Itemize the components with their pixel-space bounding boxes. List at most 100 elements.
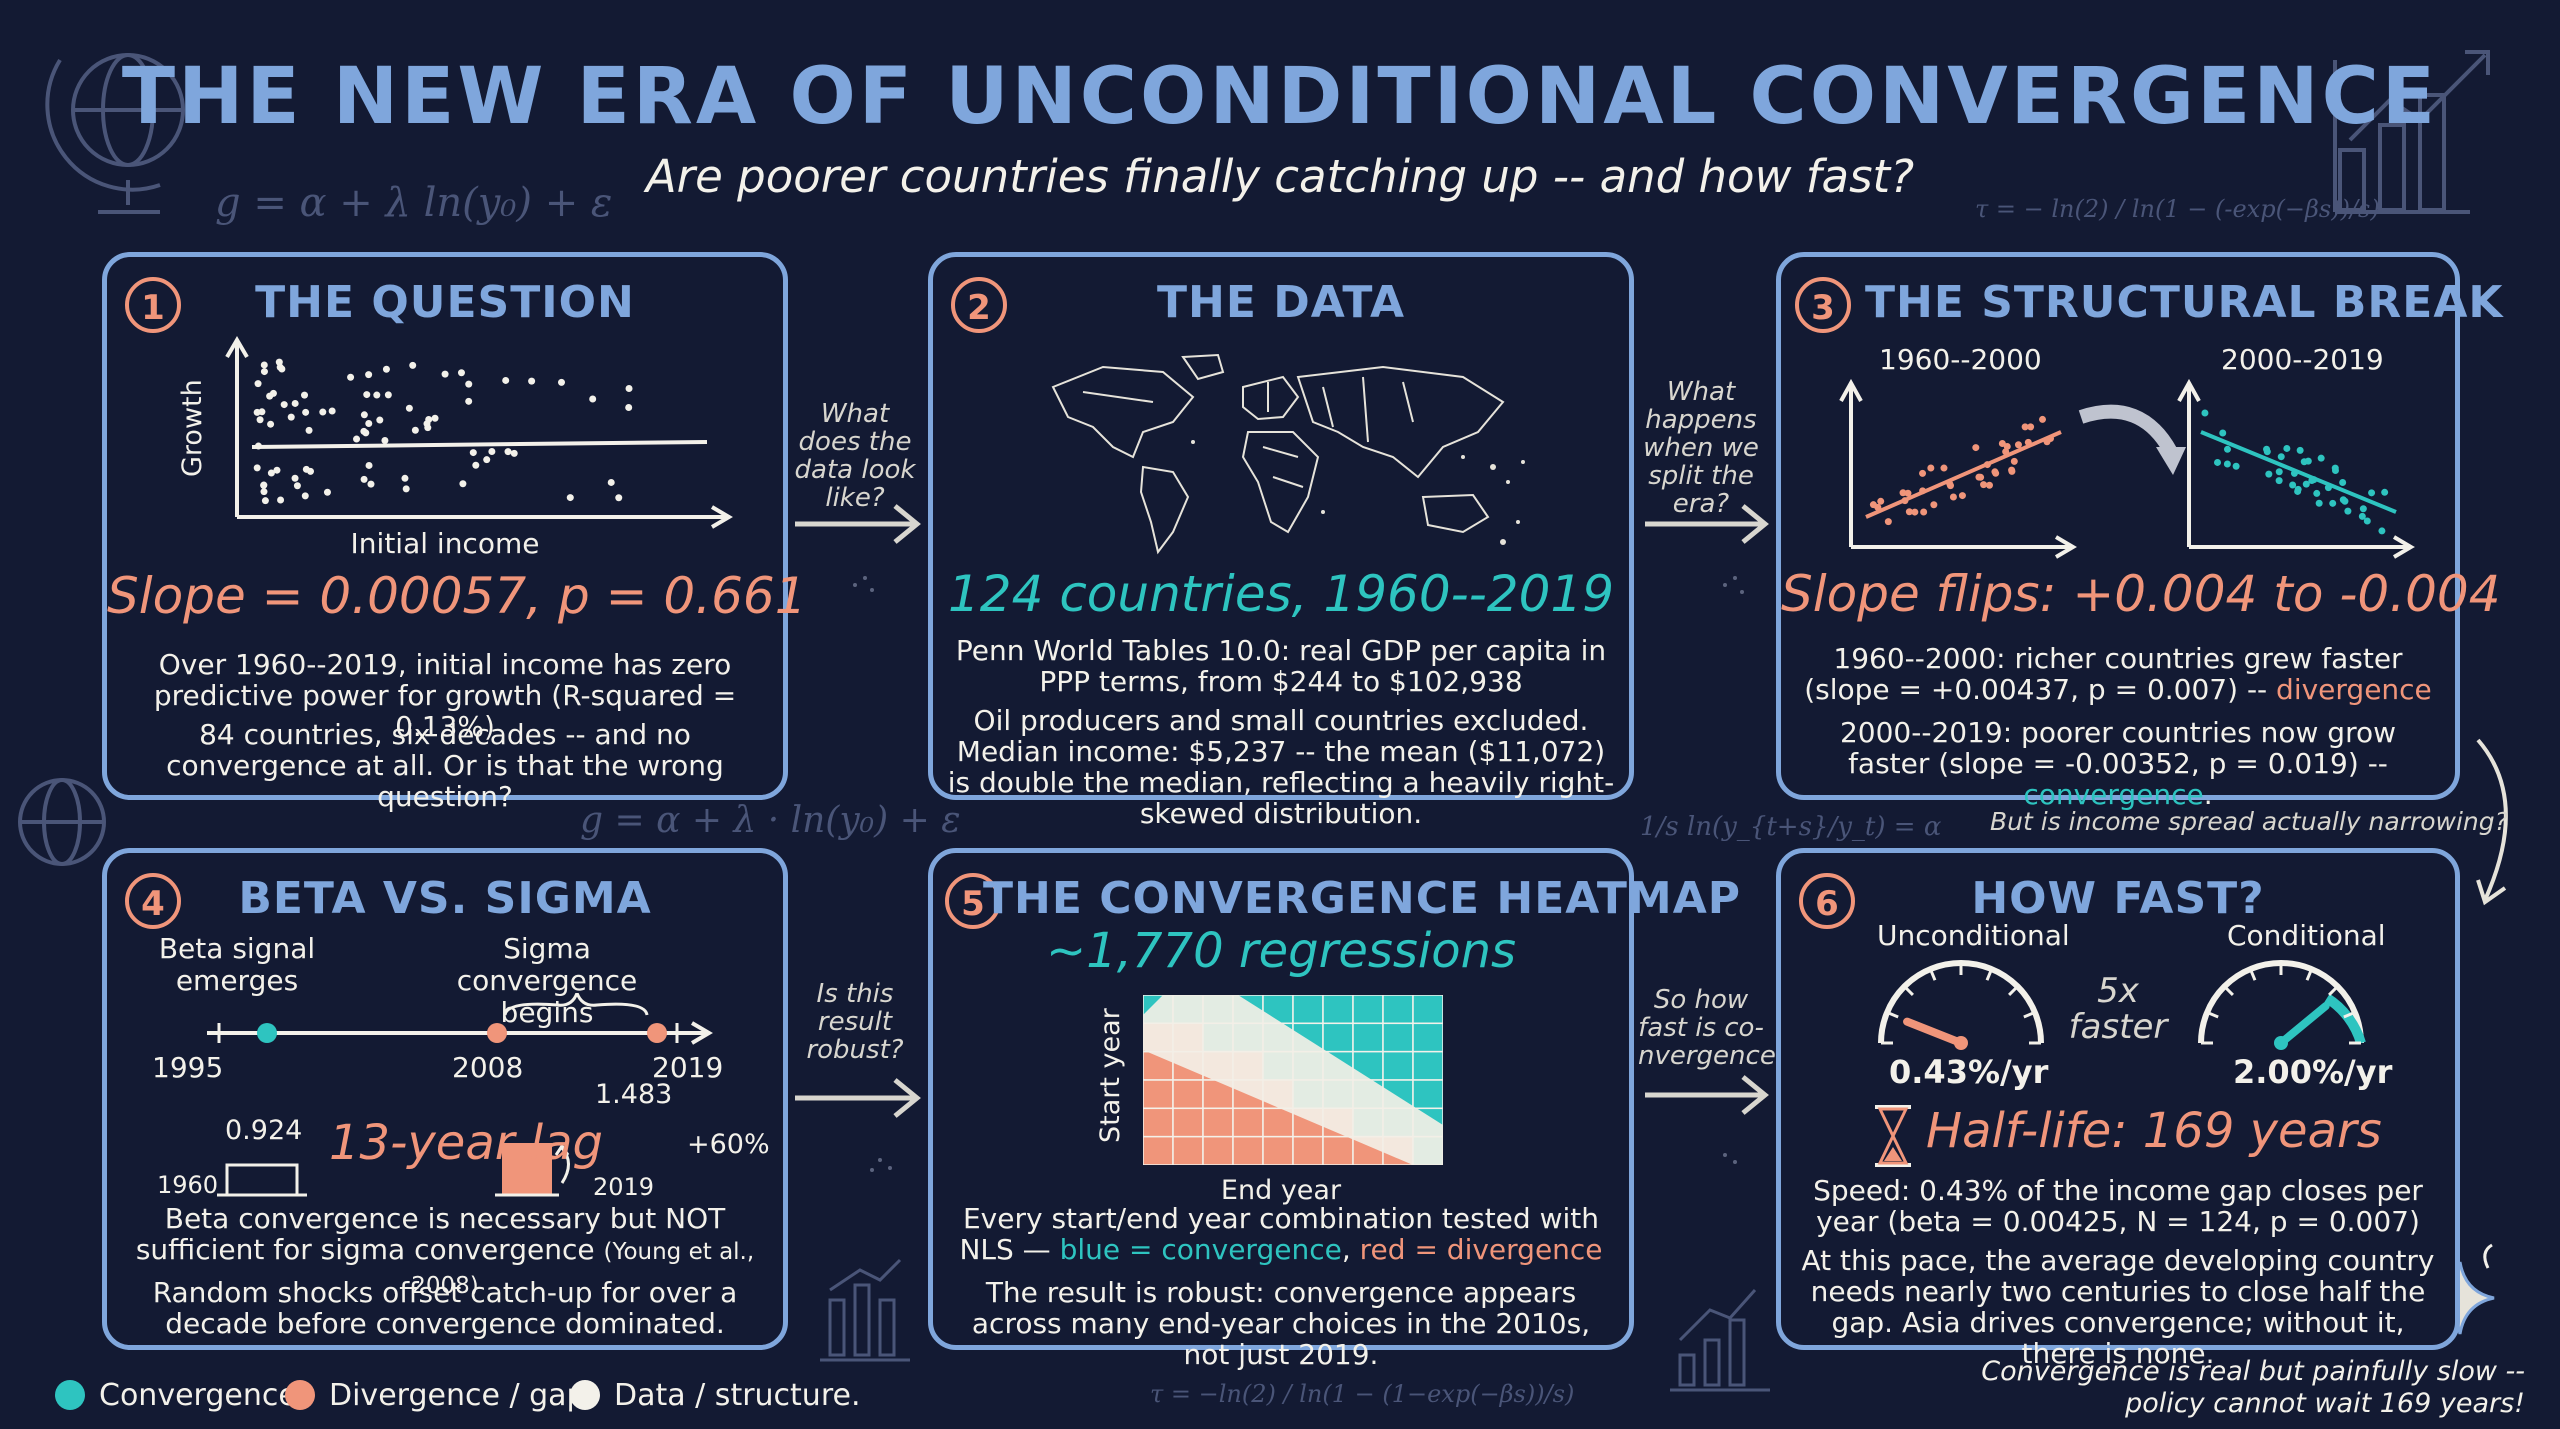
- scatter-point: [607, 478, 615, 486]
- conditional-rate: 2.00%/yr: [2233, 1053, 2393, 1091]
- heatmap-cell: [1143, 1135, 1174, 1165]
- heatmap-cell: [1352, 995, 1384, 1025]
- multiplier: 5x faster: [2068, 971, 2168, 1047]
- heatmap-cell: [1352, 1022, 1384, 1053]
- heatmap-cell: [1412, 995, 1443, 1025]
- scatter-point: [1884, 518, 1892, 526]
- scatter-point: [2315, 499, 2323, 507]
- scatter-point: [261, 497, 269, 505]
- headline: ~1,770 regressions: [1045, 923, 1517, 979]
- scatter-point: [1940, 464, 1948, 472]
- scatter-point: [2341, 497, 2349, 505]
- divergence-word: divergence: [2276, 673, 2432, 706]
- scatter-point: [267, 420, 275, 428]
- transition-question-5: So how fast is co-nvergence?: [1638, 985, 1790, 1071]
- scatter-point: [424, 424, 432, 432]
- data-swatch: [570, 1380, 600, 1410]
- scatter-point: [1991, 468, 1999, 476]
- scatter-point: [1980, 481, 1988, 489]
- scatter-point: [360, 475, 368, 483]
- bar-chart-doodle: [820, 1258, 910, 1362]
- scatter-point: [504, 448, 512, 456]
- scatter-point: [1901, 497, 1909, 505]
- scatter-point: [625, 384, 633, 392]
- scatter-point: [2232, 462, 2240, 470]
- arrow-icon: [795, 504, 1769, 1118]
- description-2: Oil producers and small countries exclud…: [947, 704, 1615, 830]
- scatter-point: [319, 408, 327, 416]
- scatter-point: [2331, 467, 2339, 475]
- scatter-point: [2010, 457, 2018, 465]
- scatter-point: [1998, 439, 2006, 447]
- bar-1960-value: 0.924: [225, 1115, 303, 1146]
- scatter-point: [353, 435, 361, 443]
- scatter-point: [2021, 423, 2029, 431]
- legend-label: Convergence: [99, 1378, 297, 1413]
- legend-divergence: Divergence / gap: [285, 1378, 586, 1413]
- panel-number: 3: [1795, 277, 1851, 333]
- scatter-point: [510, 449, 518, 457]
- panel-number: 4: [125, 873, 181, 929]
- panel-title: THE QUESTION: [255, 277, 635, 328]
- x-axis-label: End year: [1220, 1175, 1342, 1206]
- scatter-point: [365, 461, 373, 469]
- heatmap-cell: [1262, 1107, 1294, 1138]
- formula-mid-right: 1/s ln(y_{t+s}/y_t) = α: [1640, 812, 1942, 842]
- heatmap-cell: [1322, 995, 1354, 1025]
- scatter-point: [260, 481, 268, 489]
- scatter-point: [301, 492, 309, 500]
- scatter-point: [373, 391, 381, 399]
- scatter-point: [557, 378, 565, 386]
- headline: Slope flips: +0.004 to -0.004: [1781, 565, 2501, 623]
- scatter-point: [469, 449, 477, 457]
- transition-question-2: What happens when we split the era?: [1643, 377, 1759, 519]
- scatter-point: [488, 447, 496, 455]
- scatter-point: [2290, 469, 2298, 477]
- scatter-point: [2008, 467, 2016, 475]
- scatter-point: [2368, 489, 2376, 497]
- scatter-point: [1919, 469, 1927, 477]
- heatmap-cell: [1412, 1022, 1443, 1053]
- scatter-point: [254, 442, 262, 450]
- scatter-point: [1949, 493, 1957, 501]
- scatter-point: [2381, 488, 2389, 496]
- convergence-swatch: [55, 1380, 85, 1410]
- page-subtitle: Are poorer countries finally catching up…: [645, 150, 1915, 203]
- scatter-point: [1972, 444, 1980, 452]
- scatter-point: [384, 391, 392, 399]
- beta-label: Beta signal emerges: [158, 932, 316, 997]
- headline: Slope = 0.00057, p = 0.661: [107, 567, 807, 625]
- scatter-point: [365, 371, 373, 379]
- formula-mid-left: g = α + λ · ln(y₀) + ε: [580, 800, 961, 841]
- period-label-right: 2000--2019: [2221, 343, 2384, 376]
- panel-question: 1 THE QUESTION Growth Initial income Slo…: [102, 252, 807, 812]
- heatmap-cell: [1322, 1135, 1354, 1165]
- scatter-point: [260, 368, 268, 376]
- scatter-point: [2201, 409, 2209, 417]
- heatmap-cell: [1172, 1107, 1204, 1138]
- scatter-point: [589, 395, 597, 403]
- heatmap-cell: [1143, 1079, 1174, 1110]
- scatter-point: [347, 373, 355, 381]
- legend-convergence: Convergence: [55, 1378, 297, 1413]
- scatter-point: [2047, 435, 2055, 443]
- scatter-point: [269, 389, 277, 397]
- panel-data: 2 THE DATA 124 countries, 1960--2019 Pen…: [928, 252, 1634, 829]
- scatter-point: [1874, 503, 1882, 511]
- transition-question-4: Is this result robust?: [806, 979, 904, 1065]
- hourglass-icon: [1875, 1105, 1911, 1167]
- scatter-point: [2378, 527, 2386, 535]
- period-label-left: 1960--2000: [1879, 343, 2042, 376]
- heatmap-cell: [1143, 1107, 1174, 1138]
- transition-question-1: What does the data look like?: [794, 399, 916, 513]
- scatter-point: [615, 494, 623, 502]
- headline: Half-life: 169 years: [1926, 1103, 2382, 1159]
- scatter-point: [323, 488, 331, 496]
- scatter-point: [1919, 487, 1927, 495]
- scatter-point: [411, 426, 419, 434]
- unconditional-rate: 0.43%/yr: [1889, 1053, 2049, 1091]
- bar-2019-value: 1.483: [595, 1079, 673, 1110]
- heatmap-cell: [1412, 1079, 1443, 1110]
- scatter-point: [365, 420, 373, 428]
